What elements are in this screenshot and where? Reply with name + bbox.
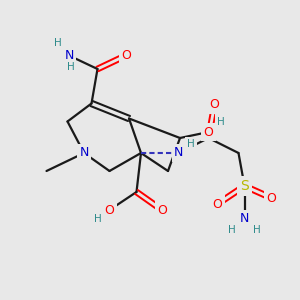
Text: O: O — [267, 191, 276, 205]
Text: O: O — [213, 197, 222, 211]
Text: N: N — [64, 49, 74, 62]
Text: H: H — [94, 214, 101, 224]
Text: O: O — [157, 203, 167, 217]
Text: N: N — [240, 212, 249, 226]
Text: O: O — [121, 49, 131, 62]
Text: N: N — [174, 146, 183, 160]
Text: H: H — [54, 38, 61, 48]
Text: S: S — [240, 179, 249, 193]
Text: H: H — [187, 139, 195, 149]
Text: H: H — [217, 116, 224, 127]
Text: O: O — [204, 125, 213, 139]
Text: H: H — [253, 225, 260, 236]
Text: H: H — [228, 225, 236, 236]
Text: H: H — [67, 62, 74, 72]
Text: O: O — [210, 98, 219, 112]
Text: O: O — [105, 203, 114, 217]
Text: N: N — [79, 146, 89, 160]
